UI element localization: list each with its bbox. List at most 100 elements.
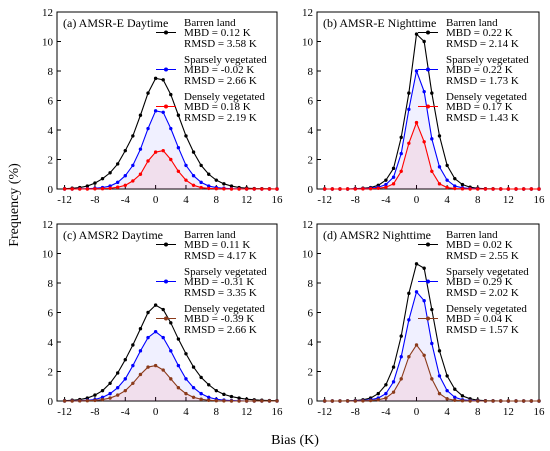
legend-swatch-marker: [426, 316, 430, 321]
legend-swatch-marker: [426, 279, 430, 284]
series-1-point: [430, 307, 434, 312]
series-3-point: [514, 399, 518, 403]
legend-entry-stat: RMSD = 2.55 K: [446, 250, 519, 262]
series-3-point: [153, 363, 158, 368]
series-3-point: [267, 187, 272, 191]
series-1-point: [391, 166, 396, 171]
y-tick-label: 8: [308, 66, 314, 78]
series-3-point: [275, 399, 279, 403]
series-3-point: [267, 399, 272, 403]
series-3-point: [345, 399, 350, 403]
series-3-point: [391, 390, 396, 394]
legend-entry-stat: MBD = -0.39 K: [184, 313, 254, 325]
series-2-point: [199, 180, 203, 185]
legend-entry-name: Sparsely vegetated: [184, 266, 267, 278]
series-3-point: [499, 399, 503, 403]
series-3-point: [138, 172, 143, 176]
series-3-point: [229, 187, 234, 191]
panel-title: (d) AMSR2 Nighttime: [323, 228, 431, 242]
series-3-point: [322, 399, 327, 403]
series-3-point: [275, 187, 279, 191]
series-area-2: [324, 71, 539, 189]
series-2-point: [414, 69, 419, 73]
series-3-point: [252, 399, 256, 403]
series-3-point: [260, 399, 264, 403]
x-tick-label: 4: [183, 194, 189, 206]
series-1-point: [115, 162, 120, 166]
series-1-point: [131, 343, 135, 347]
series-3-point: [161, 368, 165, 372]
series-area-3: [324, 122, 539, 189]
series-3-point: [207, 398, 211, 402]
series-3-point: [430, 169, 434, 173]
x-tick-label: 8: [214, 194, 220, 206]
series-3-point: [476, 187, 480, 191]
legend-entry-stat: RMSD = 3.58 K: [184, 38, 257, 50]
series-1-point: [146, 91, 150, 95]
series-1-point: [407, 291, 411, 296]
x-tick-label: -4: [121, 406, 131, 418]
series-2-point: [414, 290, 419, 294]
x-tick-label: 8: [475, 194, 481, 206]
series-3-point: [353, 187, 357, 191]
x-tick-label: -4: [381, 194, 391, 206]
x-tick-label: -12: [317, 194, 332, 206]
y-tick-label: 10: [302, 37, 314, 49]
series-3-point: [521, 187, 526, 191]
legend-swatch-marker: [426, 67, 430, 72]
series-3-point: [123, 183, 127, 188]
panel-title: (c) AMSR2 Daytime: [63, 228, 163, 242]
series-2-point: [437, 374, 442, 378]
series-2-point: [430, 341, 434, 346]
series-2-point: [453, 395, 457, 400]
x-tick-label: 12: [241, 194, 252, 206]
series-1-point: [100, 176, 105, 181]
series-2-point: [399, 355, 403, 359]
series-2-point: [123, 174, 127, 178]
y-tick-label: 6: [308, 96, 314, 108]
y-tick-label: 4: [308, 125, 314, 137]
legend-entry-name: Sparsely vegetated: [184, 54, 267, 66]
legend-entry-stat: RMSD = 2.66 K: [184, 324, 257, 336]
series-3-point: [353, 399, 357, 403]
series-3-point: [108, 186, 112, 190]
x-tick-label: 16: [272, 194, 284, 206]
series-3-point: [376, 186, 380, 190]
series-2-point: [453, 184, 457, 188]
x-tick-label: 0: [153, 406, 159, 418]
series-1-point: [176, 113, 181, 117]
series-2-point: [153, 329, 158, 334]
legend-entry-stat: RMSD = 1.57 K: [446, 324, 519, 336]
series-3-point: [169, 377, 173, 381]
series-3-point: [161, 148, 165, 153]
legend-entry-stat: MBD = 0.02 K: [446, 239, 513, 251]
x-tick-label: 12: [503, 406, 514, 418]
x-tick-label: -12: [57, 406, 72, 418]
y-tick-label: 10: [42, 37, 54, 49]
series-2-point: [146, 335, 150, 340]
series-1-point: [222, 182, 226, 186]
series-3-point: [78, 187, 82, 191]
series-1-point: [237, 396, 241, 400]
series-2-point: [399, 151, 403, 156]
series-area-3: [64, 365, 277, 401]
y-tick-label: 2: [48, 155, 54, 167]
series-1-point: [123, 358, 127, 362]
x-tick-label: -12: [57, 194, 72, 206]
series-1-point: [445, 163, 449, 168]
panel-title: (b) AMSR-E Nighttime: [323, 16, 436, 30]
panels-group: 0 2 4 6 8 10 12 -12 -8 -4 0 4 8 12 16 (a) AMSR-E Daytim…: [42, 7, 545, 418]
x-tick-label: 4: [183, 406, 189, 418]
series-2-point: [153, 109, 158, 113]
legend-swatch-marker: [164, 242, 168, 247]
series-area-2: [324, 291, 539, 401]
series-1-point: [199, 375, 203, 380]
series-area-3: [64, 150, 277, 189]
series-1-point: [399, 135, 403, 140]
legend-swatch-marker: [164, 30, 168, 35]
series-3-point: [153, 150, 158, 154]
legend-entry-name: Densely vegetated: [184, 303, 265, 315]
legend-entry-stat: RMSD = 1.73 K: [446, 75, 519, 87]
x-tick-label: -8: [90, 406, 100, 418]
